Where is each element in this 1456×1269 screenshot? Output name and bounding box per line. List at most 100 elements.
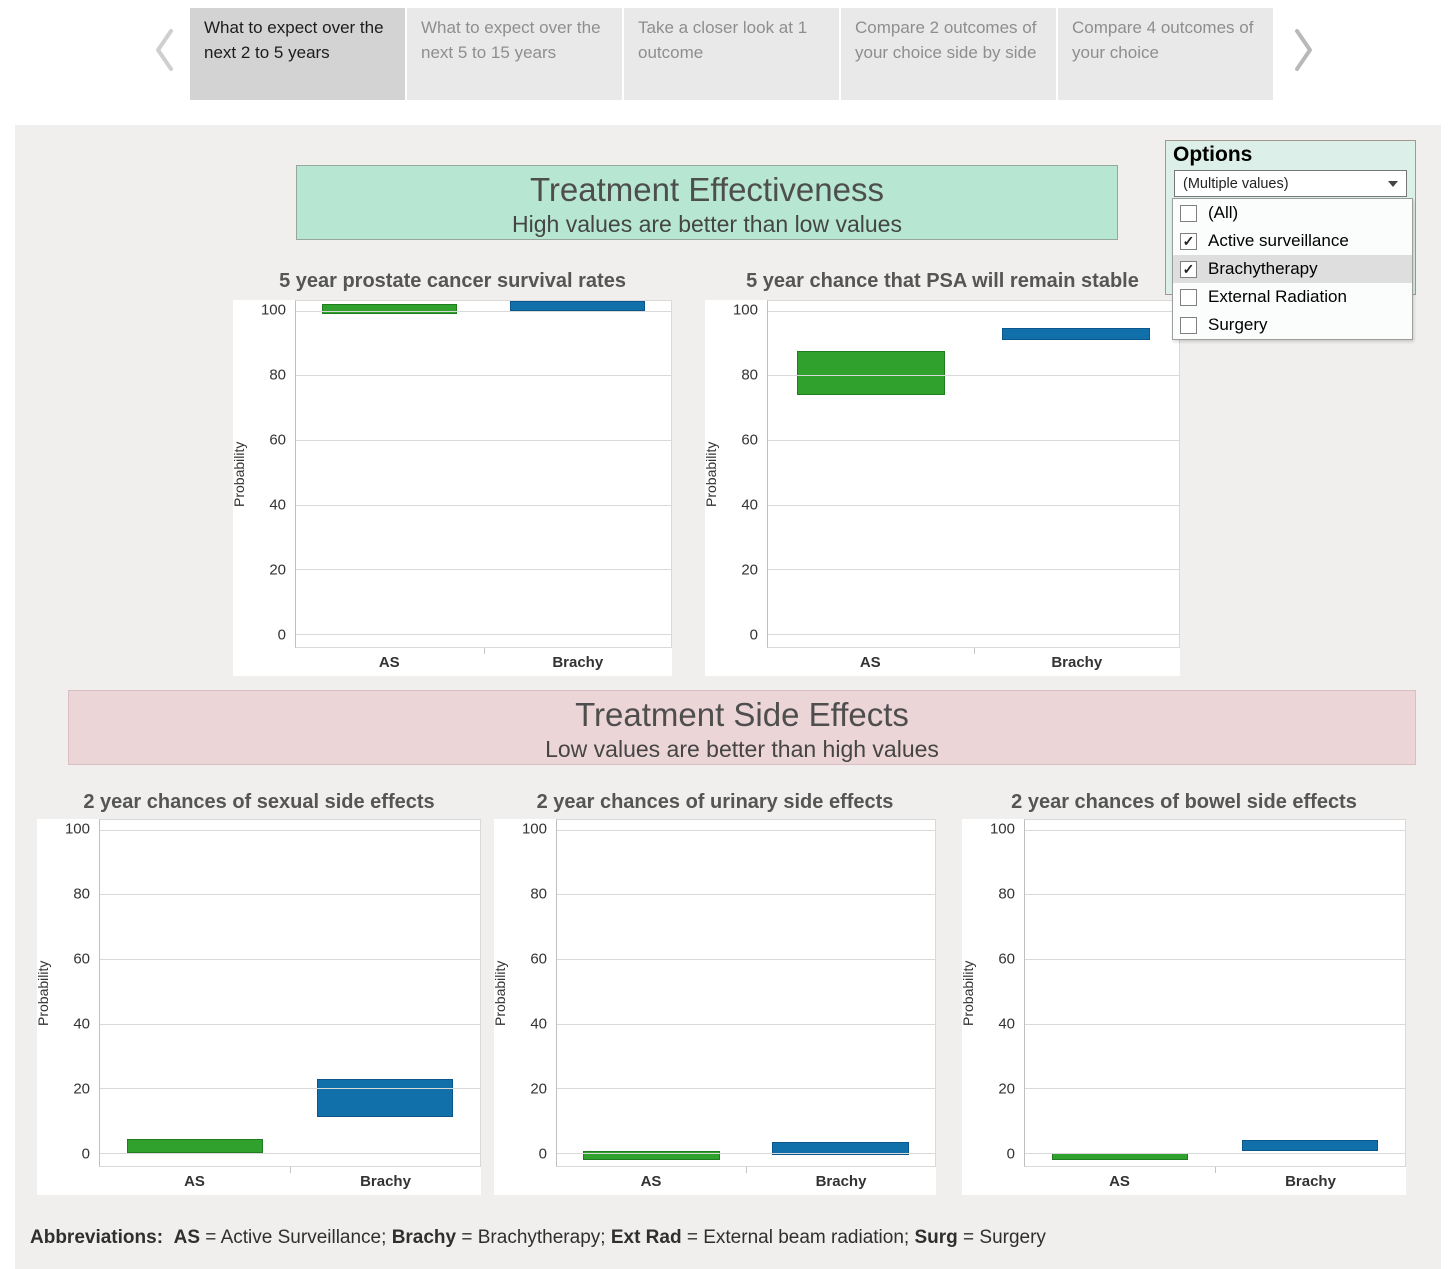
bar-as[interactable] [796, 351, 945, 395]
footer-abbr: AS [173, 1227, 200, 1248]
y-tick-label: 60 [998, 950, 1015, 968]
y-tick-label: 20 [269, 561, 286, 579]
chart-title: 2 year chances of urinary side effects [536, 790, 894, 813]
checkbox-checked-icon[interactable]: ✓ [1180, 232, 1197, 250]
y-tick-label: 60 [269, 431, 286, 449]
checkbox-unchecked-icon[interactable] [1180, 288, 1197, 306]
y-tick-label: 80 [73, 885, 90, 903]
y-tick-label: 60 [73, 950, 90, 968]
y-tick-label: 0 [81, 1145, 90, 1163]
x-category-label: Brachy [815, 1172, 867, 1190]
x-axis-tick [746, 1167, 747, 1173]
options-title: Options [1173, 143, 1253, 166]
dropdown-caret-icon [1388, 180, 1398, 187]
footer-abbr: Ext Rad [610, 1227, 682, 1248]
option-external-radiation[interactable]: External Radiation [1173, 283, 1412, 311]
y-tick-label: 20 [998, 1080, 1015, 1098]
side-effects-title: Treatment Side Effects [575, 696, 909, 733]
chart-psa: 5 year chance that PSA will remain stabl… [703, 262, 1180, 676]
bar-as[interactable] [583, 1151, 720, 1160]
gridline [100, 1153, 480, 1155]
gridline [1025, 1153, 1405, 1155]
plot-area [99, 819, 481, 1167]
y-axis: Probability 0 20 40 60 80 100 [492, 819, 556, 1167]
y-tick-label: 20 [741, 561, 758, 579]
y-tick-label: 80 [998, 885, 1015, 903]
option-brachytherapy[interactable]: ✓ Brachytherapy [1173, 255, 1412, 283]
checkbox-unchecked-icon[interactable] [1180, 204, 1197, 222]
plot-area [767, 300, 1180, 648]
footer-label: Abbreviations: [30, 1227, 164, 1248]
y-axis-title: Probability [703, 441, 719, 507]
y-tick-label: 20 [73, 1080, 90, 1098]
footer-abbr: Surg [914, 1227, 958, 1248]
gridline [296, 634, 671, 636]
x-category-label: AS [859, 653, 881, 671]
y-tick-label: 80 [269, 366, 286, 384]
chart-plot-region: Probability 0 20 40 60 80 100 [231, 300, 672, 648]
option-surgery[interactable]: Surgery [1173, 311, 1412, 339]
options-dropdown-value: (Multiple values) [1183, 175, 1289, 192]
gridline [296, 569, 671, 571]
x-axis-labels: AS Brachy [295, 648, 672, 676]
y-tick-label: 100 [989, 820, 1015, 838]
gridline [100, 894, 480, 896]
options-dropdown[interactable]: (Multiple values) [1174, 170, 1407, 197]
y-tick-label: 100 [260, 301, 286, 319]
option-all[interactable]: (All) [1173, 199, 1412, 227]
chart-title: 2 year chances of sexual side effects [83, 790, 435, 813]
chart-title: 2 year chances of bowel side effects [1011, 790, 1357, 813]
gridline [1025, 1088, 1405, 1090]
effectiveness-title: Treatment Effectiveness [530, 171, 884, 208]
bar-brachy[interactable] [316, 1078, 454, 1118]
tab-take-a-closer-look-at-1-outcome[interactable]: Take a closer look at 1 outcome [624, 8, 839, 100]
checkbox-checked-icon[interactable]: ✓ [1180, 260, 1197, 278]
bar-as[interactable] [126, 1138, 264, 1154]
tab-compare-2-outcomes-of-your-choice-side-by-[interactable]: Compare 2 outcomes of your choice side b… [841, 8, 1056, 100]
gridline [1025, 894, 1405, 896]
tab-what-to-expect-over-the-next-2-to-5-years[interactable]: What to expect over the next 2 to 5 year… [190, 8, 405, 100]
plot-area [556, 819, 936, 1167]
chevron-left-icon[interactable] [150, 26, 180, 74]
x-axis: AS Brachy [705, 648, 1180, 676]
y-axis: Probability 0 20 40 60 80 100 [703, 300, 767, 648]
option-active-surveillance[interactable]: ✓ Active surveillance [1173, 227, 1412, 255]
effectiveness-subtitle: High values are better than low values [512, 211, 902, 237]
gridline [296, 504, 671, 506]
gridline [557, 1153, 935, 1155]
bar-brachy[interactable] [509, 301, 645, 311]
chevron-right-icon[interactable] [1288, 26, 1318, 74]
x-category-label: Brachy [552, 653, 604, 671]
side-effects-subtitle: Low values are better than high values [545, 736, 939, 762]
x-axis: AS Brachy [37, 1167, 481, 1195]
checkbox-unchecked-icon[interactable] [1180, 316, 1197, 334]
x-axis-labels: AS Brachy [556, 1167, 936, 1195]
tab-compare-4-outcomes-of-your-choice[interactable]: Compare 4 outcomes of your choice [1058, 8, 1273, 100]
gridline [100, 1023, 480, 1025]
chart-plot-region: Probability 0 20 40 60 80 100 [35, 819, 481, 1167]
bar-brachy[interactable] [1002, 328, 1151, 340]
y-axis: Probability 0 20 40 60 80 100 [960, 819, 1024, 1167]
y-axis-title: Probability [231, 441, 247, 507]
x-axis: AS Brachy [962, 1167, 1406, 1195]
x-axis-tick [290, 1167, 291, 1173]
gridline [1025, 829, 1405, 831]
chart-title: 5 year prostate cancer survival rates [279, 269, 626, 292]
x-category-label: AS [378, 653, 400, 671]
y-tick-label: 100 [521, 820, 547, 838]
gridline [768, 504, 1179, 506]
x-category-label: AS [1109, 1172, 1130, 1190]
y-tick-label: 40 [73, 1015, 90, 1033]
y-tick-label: 0 [277, 626, 286, 644]
gridline [1025, 1023, 1405, 1025]
x-axis-tick [1215, 1167, 1216, 1173]
footer-abbreviations: Abbreviations: AS = Active Surveillance;… [30, 1227, 1046, 1248]
y-tick-label: 0 [1006, 1145, 1015, 1163]
bar-brachy[interactable] [1241, 1140, 1379, 1152]
y-axis-title: Probability [492, 960, 508, 1026]
bar-as[interactable] [322, 304, 458, 314]
bar-brachy[interactable] [772, 1141, 909, 1155]
y-tick-label: 60 [530, 950, 547, 968]
tab-what-to-expect-over-the-next-5-to-15-years[interactable]: What to expect over the next 5 to 15 yea… [407, 8, 622, 100]
